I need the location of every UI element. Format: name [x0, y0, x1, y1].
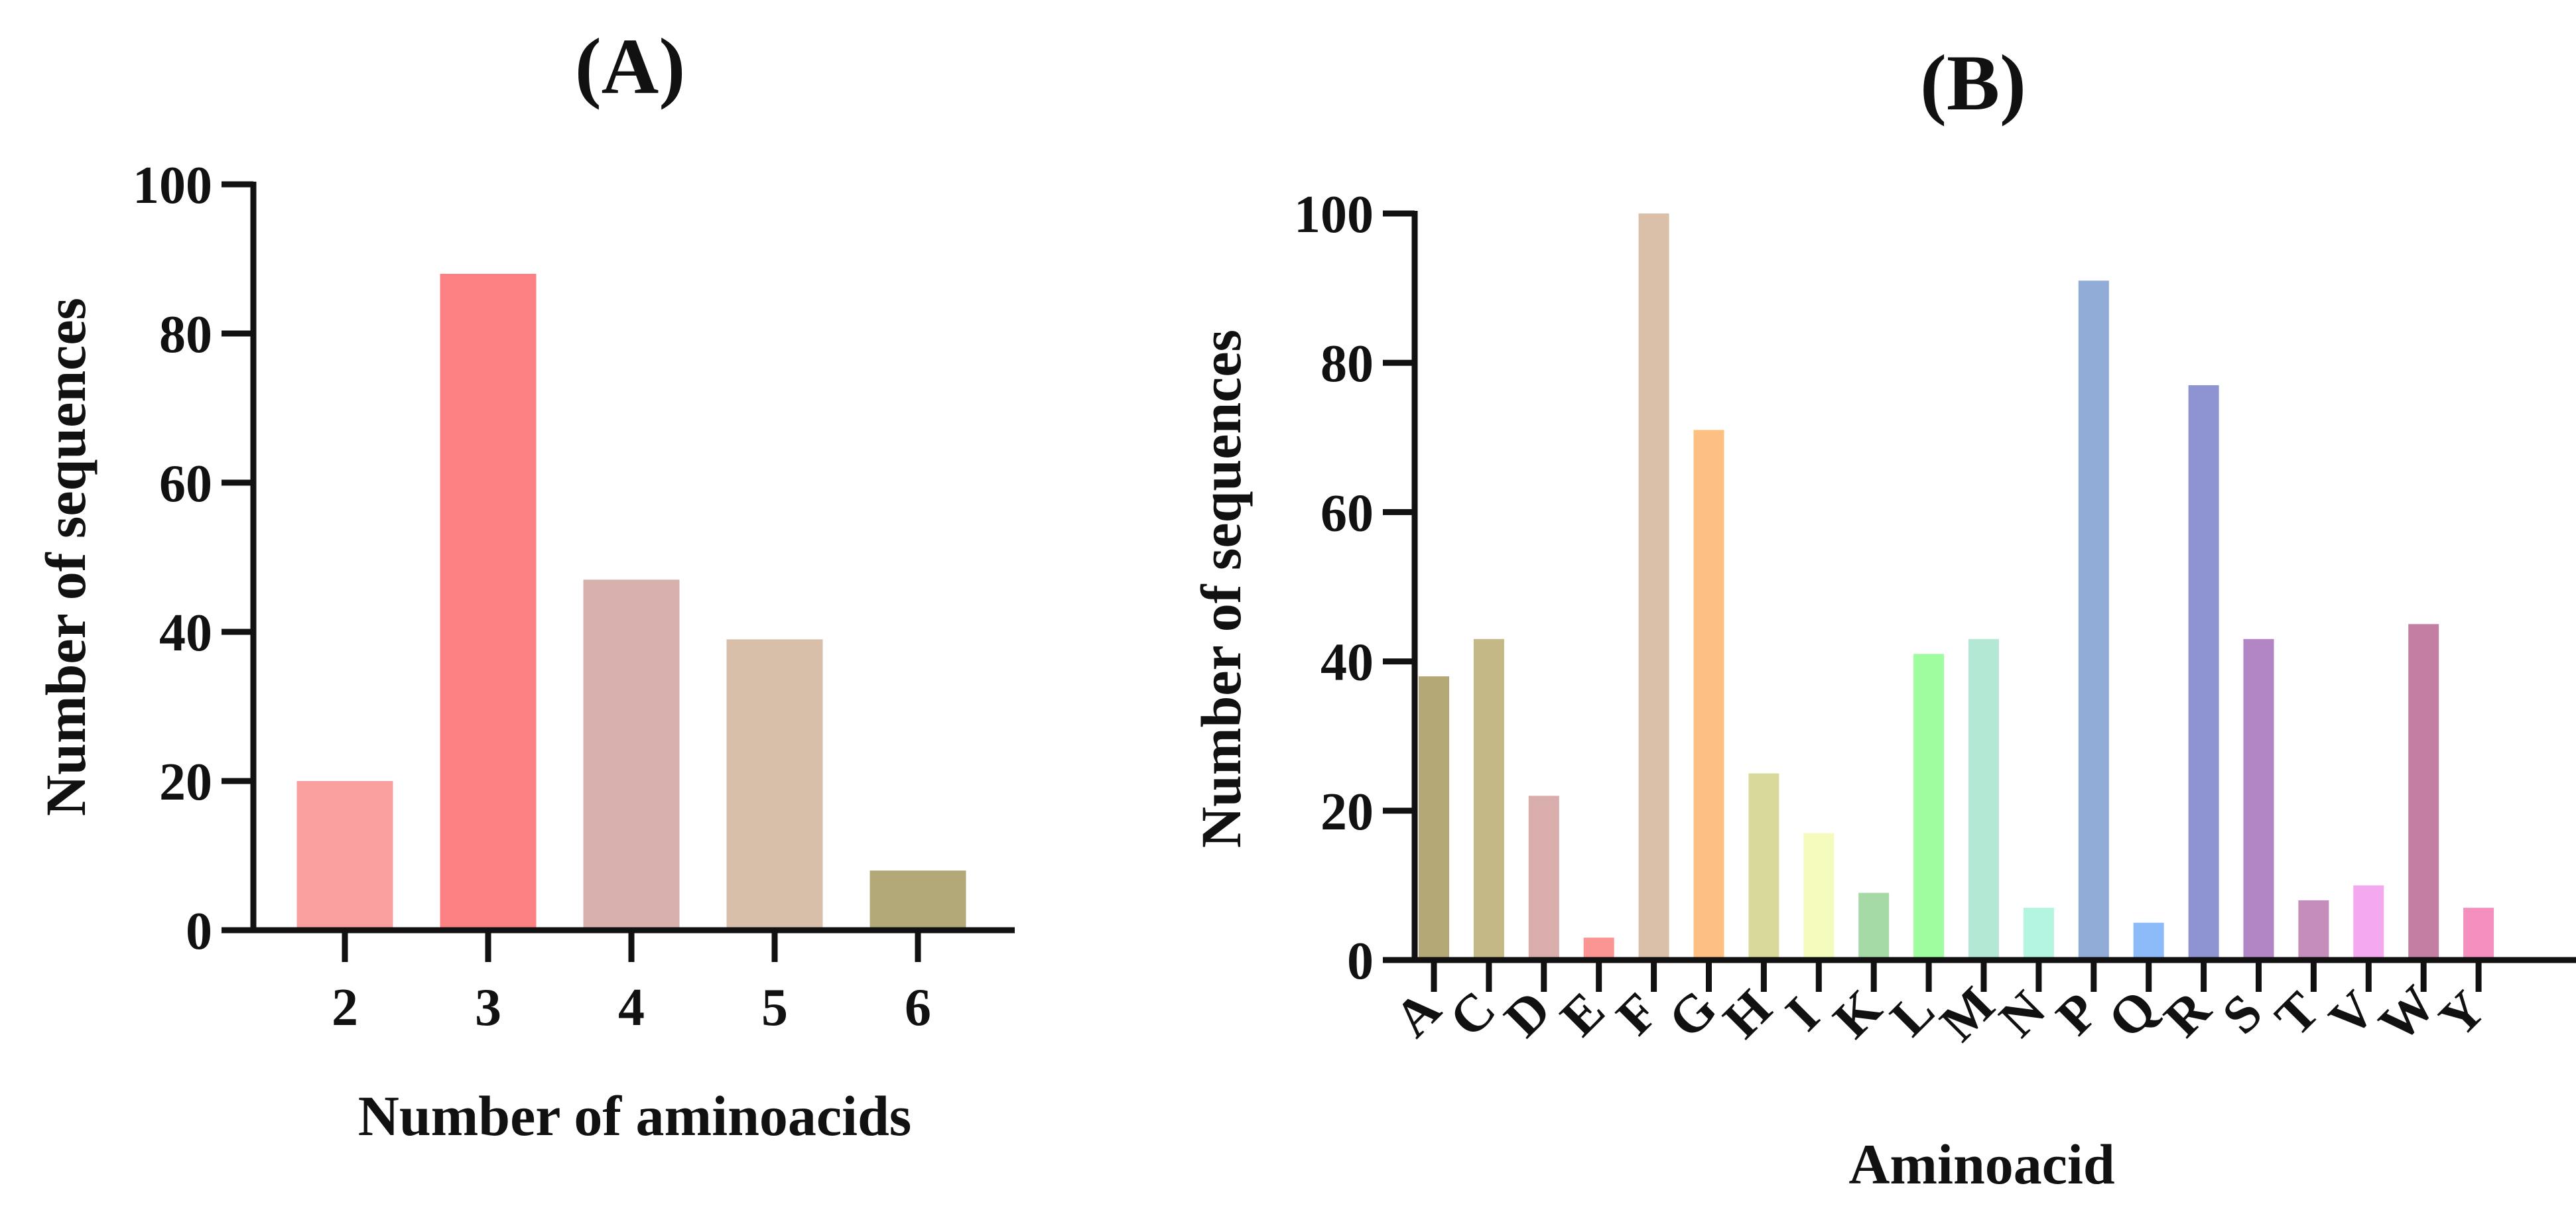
panel-a-chart: (A) 2 3 4 5 6 0 20 40 60 80 100 Number of aminoac…: [34, 22, 1015, 1148]
panel-a-y-tick-label-60: 60: [159, 455, 212, 513]
panel-b-bar-V: [2353, 885, 2384, 960]
panel-b-x-tick-label-S: S: [2211, 983, 2274, 1046]
panel-b-x-tick-label-E: E: [1549, 981, 1616, 1048]
panel-b-x-tick-label-N: N: [1988, 980, 2057, 1048]
panel-b-bar-E: [1583, 937, 1614, 960]
panel-a-y-tick-label-100: 100: [133, 156, 212, 215]
panel-b-bar-G: [1693, 430, 1724, 960]
panel-b-bar-L: [1913, 654, 1945, 960]
panel-b-bar-S: [2243, 638, 2274, 960]
panel-a-x-tick-label-2: 2: [332, 979, 358, 1037]
panel-b-x-tick-label-G: G: [1657, 979, 1728, 1049]
panel-b-bar-P: [2078, 280, 2109, 960]
panel-b-bar-Q: [2133, 922, 2164, 960]
panel-b-x-tick-label-K: K: [1823, 979, 1893, 1049]
panel-b-bar-K: [1858, 892, 1890, 960]
panel-b-y-tick-label-100: 100: [1294, 186, 1374, 244]
panel-a-bars: [296, 274, 966, 931]
panel-b-bar-C: [1473, 638, 1504, 960]
panel-b-y-tick-label-0: 0: [1347, 932, 1374, 991]
panel-a-y-ticks: 0 20 40 60 80 100: [133, 156, 253, 961]
panel-b-x-tick-label-R: R: [2154, 979, 2222, 1048]
panel-a-bar-3: [440, 274, 537, 930]
panel-b-title: (B): [1920, 38, 2026, 127]
panel-a-axes: [250, 182, 1015, 934]
panel-b-x-tick-label-C: C: [1439, 980, 1507, 1048]
panel-b-x-tick-label-P: P: [2045, 982, 2110, 1046]
panel-b-y-tick-label-80: 80: [1320, 335, 1374, 393]
panel-a-bar-4: [583, 579, 680, 931]
panel-b-x-tick-label-I: I: [1775, 986, 1831, 1042]
panel-a-bar-2: [296, 781, 393, 930]
panel-b-x-tick-label-D: D: [1494, 980, 1562, 1048]
panel-b-x-tick-label-A: A: [1384, 980, 1452, 1048]
panel-b-bar-T: [2298, 900, 2329, 960]
panel-b-bar-R: [2188, 385, 2219, 960]
panel-a-x-tick-label-4: 4: [618, 979, 645, 1037]
panel-b-axes: [1411, 211, 2576, 963]
panel-a-x-tick-label-3: 3: [475, 979, 501, 1037]
panel-b-y-tick-label-20: 20: [1320, 783, 1374, 841]
panel-a-x-axis-title: Number of aminoacids: [358, 1084, 912, 1148]
panel-b-y-tick-label-40: 40: [1320, 634, 1374, 692]
panel-a-y-tick-label-80: 80: [159, 306, 212, 364]
panel-b-x-tick-label-T: T: [2264, 981, 2331, 1048]
panel-a-y-tick-label-40: 40: [159, 604, 212, 662]
panel-b-x-tick-label-F: F: [1606, 982, 1670, 1046]
panel-b-bar-N: [2023, 908, 2054, 960]
panel-b-bars: [1419, 213, 2494, 960]
panel-a-bar-5: [726, 639, 823, 931]
panel-b-bar-I: [1803, 833, 1835, 960]
panel-b-bar-F: [1638, 213, 1669, 960]
panel-b-y-tick-label-60: 60: [1320, 484, 1374, 542]
panel-a-bar-6: [869, 871, 966, 930]
panel-b-y-axis-title: Number of sequences: [1189, 330, 1253, 848]
panel-b-bar-D: [1528, 796, 1559, 960]
panel-b-bar-W: [2408, 624, 2439, 960]
panel-a-y-tick-label-0: 0: [186, 902, 212, 961]
panel-b-bar-M: [1968, 638, 1999, 960]
panel-b-bar-A: [1419, 676, 1449, 960]
panel-a-x-tick-label-6: 6: [905, 979, 931, 1037]
panel-b-x-tick-label-Y: Y: [2428, 980, 2496, 1048]
panel-a-y-axis-title: Number of sequences: [34, 298, 97, 816]
panel-b-y-ticks: 0 20 40 60 80 100: [1294, 186, 1415, 991]
panel-b-x-tick-label-Q: Q: [2097, 979, 2167, 1049]
panel-b-bar-Y: [2463, 908, 2494, 960]
panel-a-y-tick-label-20: 20: [159, 753, 212, 812]
panel-a-x-tick-label-5: 5: [761, 979, 788, 1037]
panel-b-x-tick-label-M: M: [1929, 976, 2006, 1053]
panel-a-title: (A): [575, 22, 686, 110]
panel-b-bar-H: [1748, 773, 1779, 960]
panel-b-x-tick-label-H: H: [1712, 979, 1783, 1049]
panel-a-x-ticks: 2 3 4 5 6: [332, 930, 931, 1037]
panel-b-x-axis-title: Aminoacid: [1848, 1132, 2114, 1196]
